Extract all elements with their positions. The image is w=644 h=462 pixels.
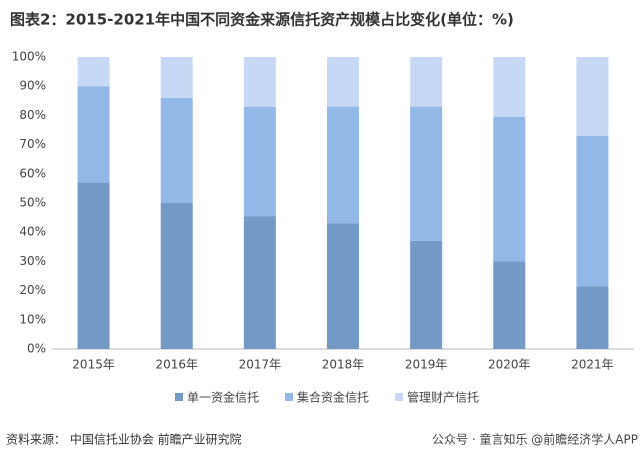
x-tick-label: 2018年 — [322, 358, 365, 372]
y-tick-label: 90% — [19, 79, 46, 93]
y-tick-label: 80% — [19, 108, 46, 122]
bar-segment — [576, 286, 609, 349]
bar-segment — [410, 57, 443, 107]
footer: 公众号 · 童言知乐 @前瞻经济学人APP — [432, 432, 638, 447]
y-tick-label: 60% — [19, 166, 46, 180]
x-tick-label: 2019年 — [405, 358, 448, 372]
bar-segment — [576, 57, 609, 136]
chart-title: 图表2：2015-2021年中国不同资金来源信托资产规模占比变化(单位：%) — [10, 11, 514, 29]
x-tick-label: 2016年 — [155, 358, 198, 372]
bar-segment — [576, 135, 609, 287]
bar-segment — [243, 57, 276, 107]
y-tick-label: 40% — [19, 225, 46, 239]
y-tick-label: 30% — [19, 254, 46, 268]
legend-swatch — [175, 393, 183, 401]
legend-label: 集合资金信托 — [297, 390, 369, 405]
y-tick-label: 50% — [19, 196, 46, 210]
bar-segment — [410, 240, 443, 349]
bar-segment — [493, 261, 526, 349]
y-tick-label: 70% — [19, 137, 46, 151]
bar-segment — [327, 57, 359, 107]
source: 资料来源： 中国信托业协会 前瞻产业研究院 — [6, 432, 242, 447]
bar-segment — [243, 216, 276, 349]
bar-segment — [77, 86, 110, 183]
bar-segment — [327, 223, 359, 349]
x-tick-label: 2015年 — [72, 358, 115, 372]
bar-segment — [410, 106, 443, 241]
bar-segment — [160, 97, 193, 203]
bar-segment — [77, 57, 110, 87]
x-tick-label: 2020年 — [488, 358, 531, 372]
bar-segment — [327, 106, 359, 224]
x-tick-label: 2021年 — [571, 358, 614, 372]
legend-swatch — [395, 393, 403, 401]
x-tick-label: 2017年 — [239, 358, 282, 372]
bar-segment — [160, 57, 193, 98]
bar-segment — [493, 57, 526, 117]
y-tick-label: 20% — [19, 283, 46, 297]
bar-segment — [243, 106, 276, 217]
y-tick-label: 0% — [27, 342, 46, 356]
legend-label: 管理财产信托 — [407, 390, 479, 405]
legend-label: 单一资金信托 — [187, 390, 259, 405]
y-tick-label: 10% — [19, 312, 46, 326]
legend-swatch — [285, 393, 293, 401]
bar-segment — [493, 116, 526, 262]
bar-segment — [77, 182, 110, 349]
y-tick-label: 100% — [12, 50, 46, 64]
bar-segment — [160, 203, 193, 349]
